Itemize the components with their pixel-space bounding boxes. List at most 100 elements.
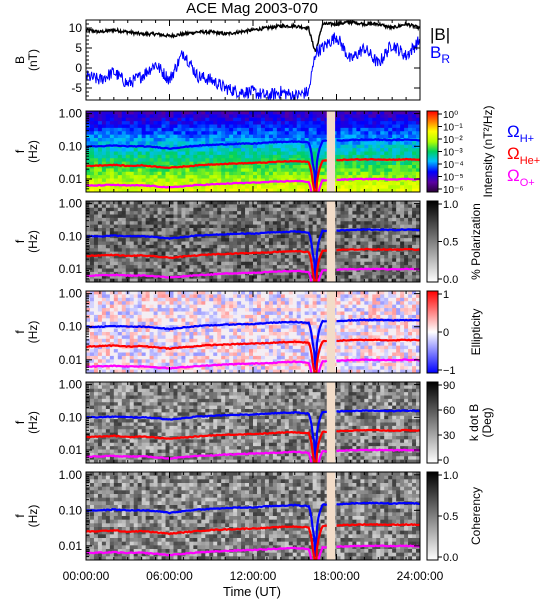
raster-cell [101, 297, 107, 302]
raster-cell [284, 248, 290, 253]
raster-cell [256, 151, 262, 156]
raster-cell [412, 297, 417, 302]
raster-cell [129, 261, 135, 266]
raster-cell [109, 244, 115, 249]
raster-cell [97, 165, 103, 169]
raster-cell [241, 114, 246, 119]
raster-cell [344, 211, 349, 215]
colorbar-polarization [426, 200, 439, 283]
raster-cell [400, 231, 405, 236]
raster-cell [205, 148, 210, 152]
raster-cell [173, 224, 178, 229]
raster-cell [296, 121, 302, 125]
raster-cell [253, 301, 258, 306]
raster-cell [344, 188, 349, 193]
raster-cell [133, 138, 139, 142]
raster-cell [165, 148, 170, 152]
raster-cell [173, 121, 178, 125]
raster-cell [93, 175, 99, 179]
raster-cell [400, 131, 405, 136]
raster-cell [165, 201, 170, 205]
raster-cell [320, 175, 325, 179]
raster-cell [272, 138, 278, 142]
raster-cell [416, 255, 421, 259]
raster-cell [233, 204, 238, 209]
raster-cell [217, 217, 222, 222]
raster-cell [185, 311, 190, 316]
raster-cell [133, 221, 139, 226]
raster-cell [185, 228, 190, 232]
raster-cell [316, 228, 321, 232]
raster-cell [316, 131, 321, 136]
raster-cell [113, 291, 119, 295]
raster-cell [173, 294, 178, 299]
raster-cell [241, 261, 246, 266]
raster-cell [296, 314, 302, 319]
raster-cell [149, 248, 154, 253]
raster-cell [400, 271, 405, 276]
raster-cell [153, 117, 158, 122]
raster-cell [145, 311, 151, 316]
raster-cell [97, 175, 103, 179]
raster-cell [245, 224, 250, 229]
raster-cell [86, 308, 91, 312]
raster-cell [205, 244, 210, 249]
raster-cell [272, 154, 278, 159]
raster-cell [352, 121, 357, 125]
raster-cell [249, 165, 254, 169]
raster-cell [165, 138, 170, 142]
raster-cell [320, 114, 325, 119]
raster-cell [260, 131, 266, 136]
raster-cell [260, 188, 266, 193]
raster-cell [225, 304, 230, 309]
raster-cell [304, 151, 310, 156]
raster-cell [296, 138, 302, 142]
raster-cell [161, 117, 166, 122]
raster-cell [340, 244, 345, 249]
raster-cell [360, 161, 365, 166]
raster-cell [392, 127, 397, 132]
raster-cell [249, 148, 254, 152]
raster-cell [125, 294, 131, 299]
raster-cell [229, 258, 234, 263]
raster-cell [157, 231, 162, 236]
raster-cell [253, 304, 258, 309]
raster-cell [256, 294, 262, 299]
raster-cell [209, 178, 214, 183]
raster-cell [137, 131, 143, 136]
raster-cell [113, 154, 119, 159]
raster-cell [237, 117, 242, 122]
raster-cell [260, 244, 266, 249]
raster-cell [145, 224, 151, 229]
raster-cell [360, 311, 365, 316]
raster-cell [109, 124, 115, 129]
raster-cell [89, 231, 95, 236]
raster-cell [121, 265, 127, 269]
raster-cell [197, 158, 202, 163]
raster-cell [392, 294, 397, 299]
raster-cell [185, 244, 190, 249]
raster-cell [137, 291, 143, 295]
raster-cell [157, 117, 162, 122]
raster-cell [392, 301, 397, 306]
raster-cell [280, 217, 286, 222]
raster-cell [272, 265, 278, 269]
raster-cell [292, 308, 298, 312]
raster-cell [264, 294, 270, 299]
raster-cell [312, 204, 318, 209]
raster-cell [137, 207, 143, 212]
raster-cell [388, 168, 393, 173]
raster-cell [229, 171, 234, 176]
raster-cell [185, 121, 190, 125]
raster-cell [392, 231, 397, 236]
raster-cell [396, 221, 401, 226]
raster-cell [344, 214, 349, 219]
raster-cell [165, 134, 170, 139]
raster-cell [201, 154, 206, 159]
raster-cell [213, 211, 218, 215]
raster-cell [161, 301, 166, 306]
raster-cell [352, 117, 357, 122]
raster-cell [296, 297, 302, 302]
raster-cell [296, 168, 302, 173]
raster-cell [205, 301, 210, 306]
